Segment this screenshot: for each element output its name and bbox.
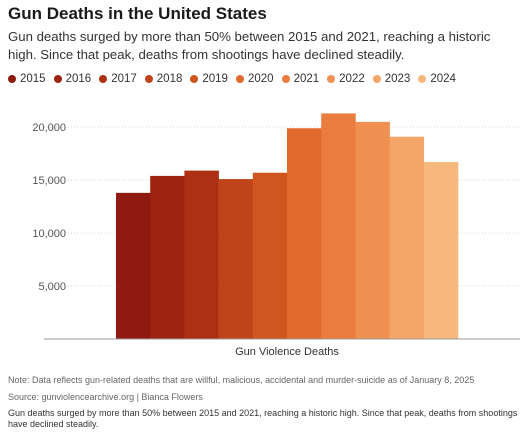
caption: Gun deaths surged by more than 50% betwe… [8, 408, 518, 429]
source-line: Source: gunviolencearchive.org | Bianca … [8, 392, 203, 402]
legend-item-2018: 2018 [144, 73, 183, 85]
legend: 2015 2016 2017 2018 2019 2020 2021 2022 2023 2024 [8, 73, 456, 85]
bar-2015 [116, 192, 151, 339]
legend-swatch [53, 75, 62, 83]
legend-label: 2023 [384, 73, 411, 85]
legend-swatch [99, 75, 108, 83]
legend-item-2022: 2022 [327, 73, 365, 85]
bar-2020 [287, 128, 322, 339]
legend-item-2020: 2020 [235, 73, 274, 85]
bar-2022 [355, 121, 390, 339]
legend-label: 2016 [65, 73, 92, 85]
y-tick-label: 15,000 [32, 175, 66, 187]
y-tick-label: 10,000 [32, 228, 66, 240]
bar-2016 [150, 175, 185, 339]
bar-2017 [184, 170, 219, 339]
legend-swatch [418, 75, 427, 83]
chart-subtitle: Gun deaths surged by more than 50% betwe… [8, 29, 491, 62]
legend-label: 2018 [156, 73, 183, 85]
legend-swatch [8, 75, 16, 83]
legend-label: 2024 [430, 73, 456, 85]
footnote: Note: Data reflects gun-related deaths t… [8, 375, 475, 385]
chart-title: Gun Deaths in the United States [8, 4, 267, 23]
legend-swatch [372, 75, 381, 83]
legend-item-2016: 2016 [53, 73, 92, 85]
bar-2023 [389, 136, 425, 339]
bar-2021 [321, 113, 356, 339]
legend-item-2024: 2024 [418, 73, 456, 85]
legend-label: 2015 [20, 73, 46, 85]
legend-label: 2017 [111, 73, 137, 85]
y-tick-label: 5,000 [38, 281, 66, 293]
legend-label: 2020 [247, 73, 274, 85]
legend-swatch [281, 75, 290, 83]
legend-item-2023: 2023 [372, 73, 411, 85]
legend-item-2019: 2019 [190, 73, 228, 85]
legend-swatch [190, 75, 199, 83]
bar-2024 [423, 162, 459, 339]
legend-label: 2022 [339, 73, 365, 85]
legend-label: 2021 [293, 73, 320, 85]
legend-swatch [327, 75, 336, 83]
bar-2019 [252, 172, 288, 339]
legend-item-2021: 2021 [281, 73, 320, 85]
y-tick-label: 20,000 [32, 122, 66, 134]
legend-item-2015: 2015 [8, 73, 46, 85]
legend-swatch [144, 75, 153, 83]
bar-chart: 5,000 10,000 15,000 20,000 Gun Violence Deat… [32, 113, 520, 358]
bar-2018 [218, 179, 254, 339]
legend-item-2017: 2017 [99, 73, 137, 85]
legend-label: 2019 [202, 73, 228, 85]
legend-swatch [235, 75, 244, 83]
x-category-label: Gun Violence Deaths [235, 346, 339, 358]
